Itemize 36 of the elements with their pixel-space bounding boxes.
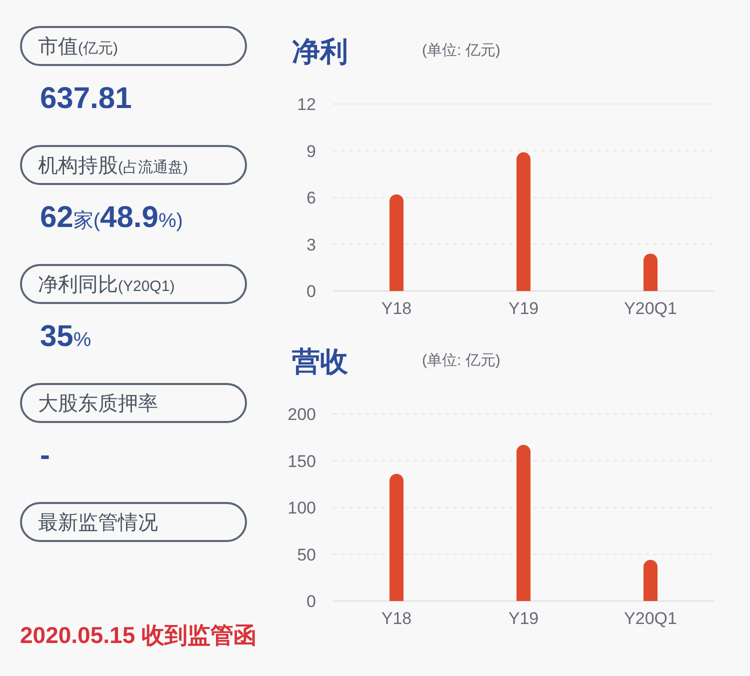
- y-tick-label: 0: [306, 592, 316, 611]
- text: 净利同比(Y20Q1): [38, 274, 175, 296]
- y-tick-label: 3: [306, 235, 316, 254]
- bar: [516, 152, 530, 291]
- y-tick-label: 9: [306, 142, 316, 161]
- x-tick-label: Y19: [508, 299, 539, 318]
- bar: [390, 474, 404, 601]
- y-tick-label: 6: [306, 188, 316, 208]
- bar: [516, 444, 530, 601]
- bar: [644, 560, 658, 601]
- text: 市值(亿元): [38, 36, 118, 58]
- y-tick-label: 200: [288, 405, 316, 424]
- x-tick-label: Y20Q1: [624, 299, 677, 318]
- y-tick-label: 50: [297, 545, 316, 564]
- text: 2020.05.15 收到监管函: [20, 622, 257, 648]
- text: 机构持股(占流通盘): [38, 155, 188, 177]
- text: -: [40, 439, 50, 472]
- y-tick-label: 0: [306, 282, 316, 301]
- x-tick-label: Y19: [508, 609, 539, 628]
- y-tick-label: 100: [288, 498, 316, 518]
- x-tick-label: Y20Q1: [624, 609, 677, 628]
- text: 35%: [40, 320, 92, 353]
- bar: [390, 194, 404, 291]
- text: 最新监管情况: [38, 512, 158, 534]
- text: 637.81: [40, 82, 132, 115]
- chart-title: 营收: [291, 346, 349, 377]
- bar: [644, 254, 658, 291]
- text: 大股东质押率: [38, 393, 158, 415]
- y-tick-label: 12: [297, 95, 316, 114]
- y-tick-label: 150: [288, 452, 316, 471]
- x-tick-label: Y18: [381, 299, 412, 318]
- text: 62家(48.9%): [40, 201, 183, 234]
- chart-subtitle: (单位: 亿元): [422, 42, 500, 59]
- chart-title: 净利: [292, 36, 348, 67]
- chart-subtitle: (单位: 亿元): [422, 352, 500, 369]
- x-tick-label: Y18: [381, 609, 412, 628]
